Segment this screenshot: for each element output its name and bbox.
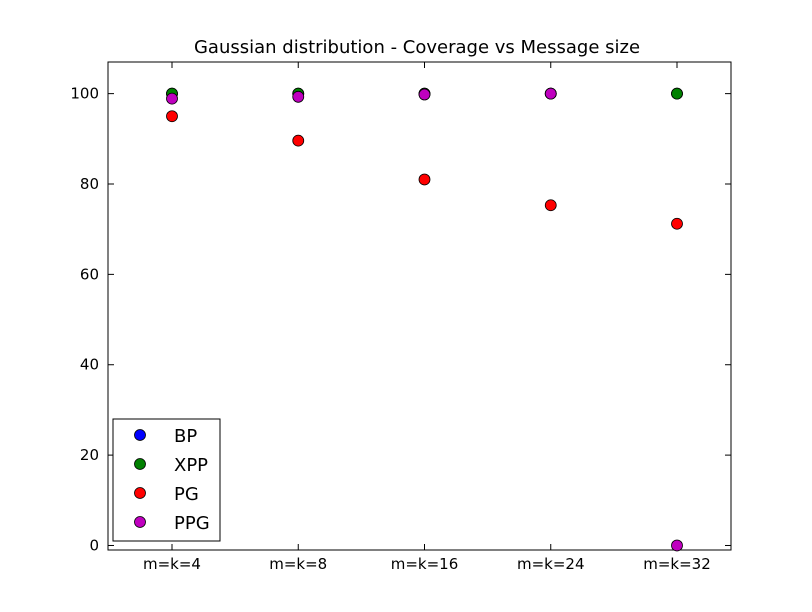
legend-label-xpp: XPP (174, 455, 208, 476)
y-tick-label: 0 (89, 536, 99, 554)
x-tick-label: m=k=16 (391, 555, 459, 573)
legend-label-ppg: PPG (174, 513, 210, 534)
y-tick-label: 80 (80, 175, 99, 193)
data-point-pg (671, 217, 683, 230)
legend-marker-pg (134, 487, 146, 499)
data-points (166, 87, 683, 552)
data-point-xpp (671, 87, 683, 100)
data-point-ppg (544, 87, 557, 100)
x-tick-label: m=k=24 (517, 555, 585, 573)
y-tick-label: 100 (70, 85, 99, 103)
legend-marker-bp (134, 429, 146, 441)
legend-label-pg: PG (174, 484, 199, 505)
data-point-pg (418, 173, 431, 186)
legend-label-bp: BP (174, 426, 197, 447)
legend-marker-ppg (134, 516, 146, 528)
legend-box (112, 418, 221, 542)
y-tick-label: 20 (80, 446, 99, 464)
data-point-pg (544, 199, 557, 212)
series-ppg (166, 87, 683, 552)
x-tick-label: m=k=32 (643, 555, 711, 573)
chart-title: Gaussian distribution - Coverage vs Mess… (194, 37, 640, 58)
x-tick-label: m=k=4 (143, 555, 201, 573)
series-pg (166, 110, 683, 230)
data-point-ppg (671, 539, 683, 552)
legend-marker-xpp (134, 458, 146, 470)
data-point-pg (292, 134, 305, 147)
x-tick-label: m=k=8 (269, 555, 327, 573)
y-tick-label: 40 (80, 356, 99, 374)
data-point-ppg (166, 92, 178, 105)
data-point-ppg (292, 90, 305, 103)
axis-ticks: 0 20 40 60 80 100 m=k=4 m=k=8 m=k=16 m=k=24 m=k=32 (70, 62, 731, 573)
y-tick-label: 60 (80, 265, 99, 283)
data-point-pg (166, 110, 178, 123)
legend: BP XPP PG PPG (112, 418, 221, 542)
data-point-ppg (418, 88, 431, 101)
